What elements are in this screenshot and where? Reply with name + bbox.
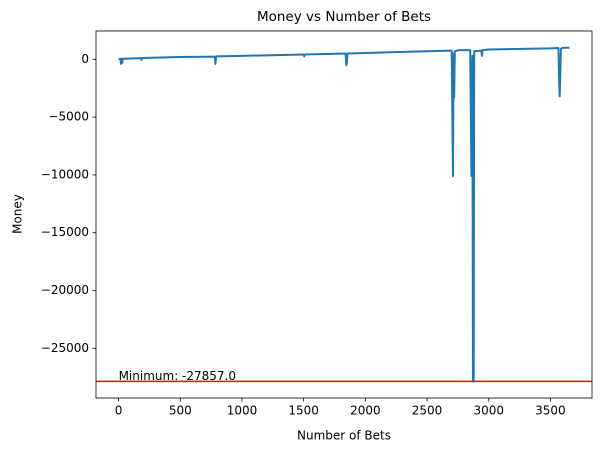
x-axis-label: Number of Bets [297,429,391,443]
x-tick-label: 2500 [412,404,443,418]
y-tick-label: −20000 [41,283,89,297]
x-tick-label: 3500 [535,404,566,418]
x-tick-label: 2000 [350,404,381,418]
y-tick-label: 0 [81,52,89,66]
chart-title: Money vs Number of Bets [257,9,431,25]
plot-frame [95,30,593,399]
x-tick-label: 3000 [473,404,504,418]
x-tick-label: 0 [115,404,123,418]
annotation: Minimum: -27857.0 [119,369,236,383]
y-tick-label: −25000 [41,341,89,355]
y-tick-label: −5000 [48,110,89,124]
x-tick-label: 500 [169,404,192,418]
x-tick-label: 1000 [227,404,258,418]
x-tick-label: 1500 [288,404,319,418]
y-tick-label: −10000 [41,167,89,181]
data-line [118,46,570,383]
y-tick-label: −15000 [41,225,89,239]
y-axis-label: Money [11,194,25,234]
